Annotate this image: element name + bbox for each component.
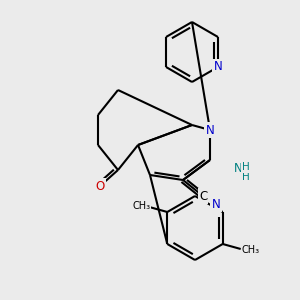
Text: N: N [206, 124, 214, 136]
Text: CH₃: CH₃ [132, 201, 150, 211]
Text: H: H [242, 162, 250, 172]
Text: O: O [95, 179, 105, 193]
Text: C: C [199, 190, 207, 202]
Text: N: N [214, 61, 222, 74]
Text: CH₃: CH₃ [242, 245, 260, 255]
Text: N: N [234, 161, 242, 175]
Text: N: N [212, 197, 220, 211]
Text: H: H [242, 172, 250, 182]
